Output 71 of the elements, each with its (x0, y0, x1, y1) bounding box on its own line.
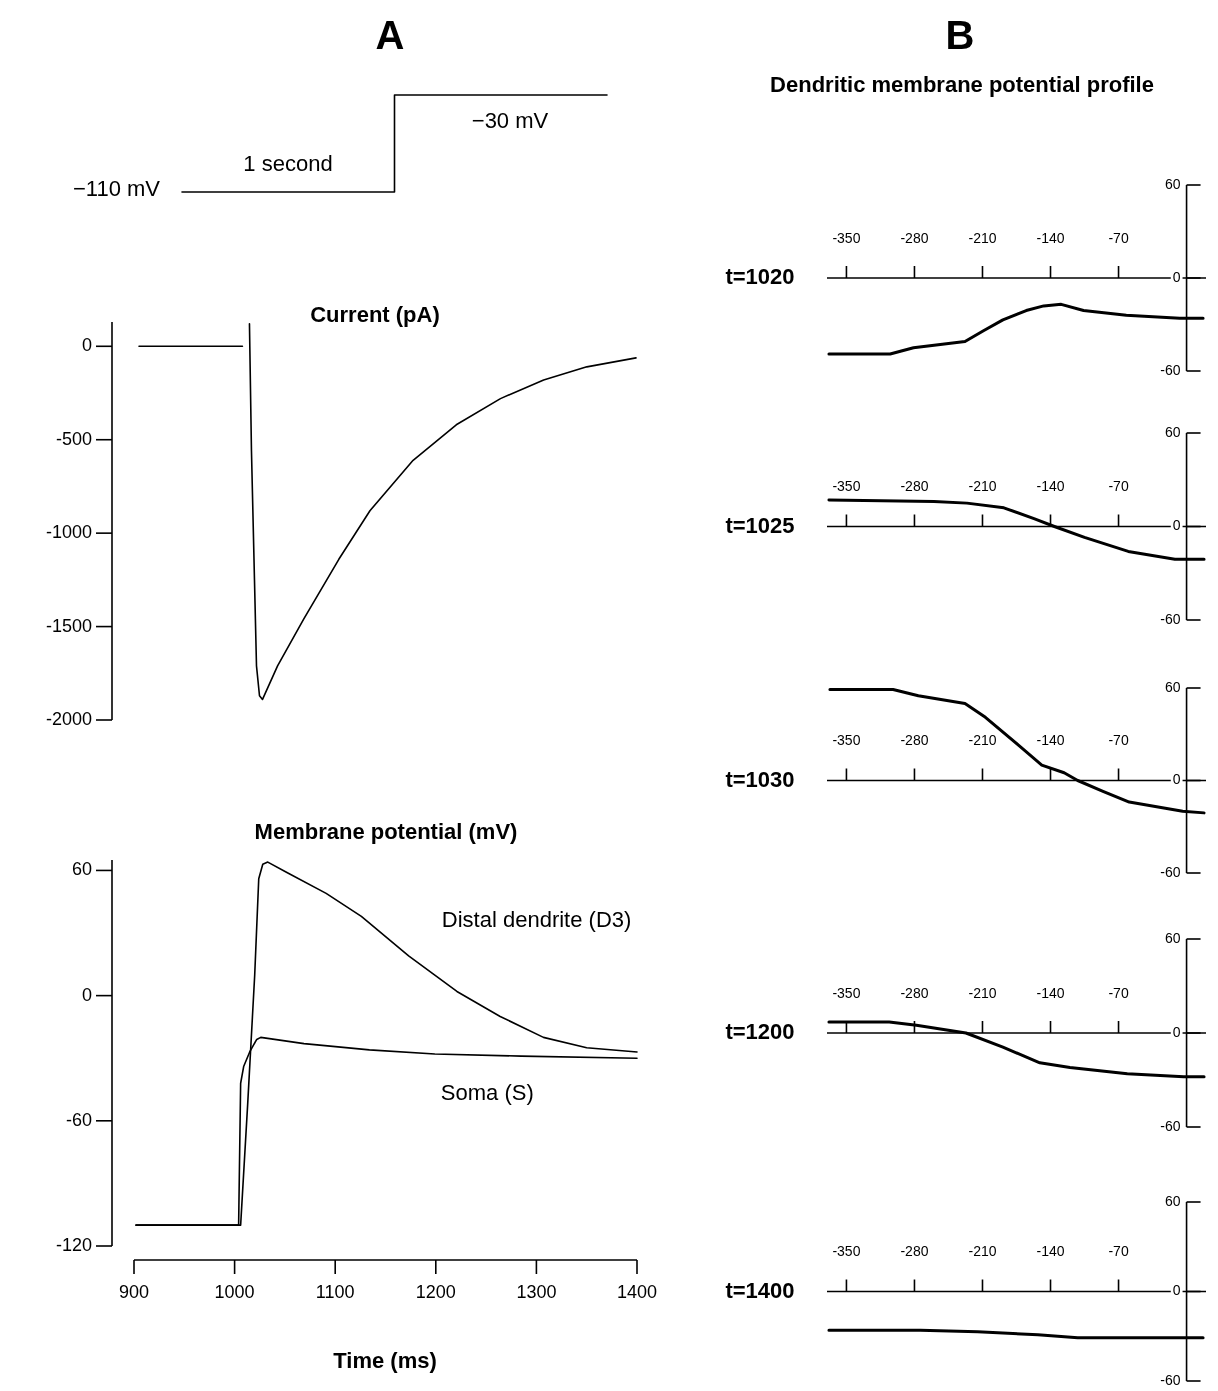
x-tick-label: 1200 (415, 1281, 456, 1302)
x-axis-title: Time (ms) (333, 1348, 437, 1374)
y-tick-label: 60 (71, 859, 92, 880)
y-tick-label: -60 (1160, 361, 1181, 378)
x-tick-label: -140 (1036, 984, 1065, 1001)
y-tick-label: -60 (65, 1109, 92, 1130)
y-axis-title: t=1020 (725, 264, 795, 290)
y-tick-label: 0 (1172, 1023, 1181, 1040)
x-tick-label: -210 (968, 478, 997, 495)
annotation: 1 second (243, 151, 333, 177)
x-tick-label: 1100 (315, 1281, 355, 1302)
y-tick-label: -1000 (45, 522, 92, 543)
x-tick-label: -140 (1036, 732, 1065, 749)
x-tick-label: -210 (968, 229, 997, 246)
x-tick-label: -140 (1036, 1243, 1065, 1260)
y-tick-label: 60 (1164, 175, 1181, 192)
x-tick-label: -140 (1036, 478, 1065, 495)
y-tick-label: 60 (1164, 1192, 1181, 1209)
y-tick-label: -60 (1160, 1371, 1181, 1388)
x-tick-label: 1400 (616, 1281, 658, 1302)
x-tick-label: -210 (968, 984, 997, 1001)
x-tick-label: 900 (118, 1281, 150, 1302)
x-tick-label: -280 (900, 1243, 929, 1260)
x-tick-label: -350 (832, 732, 861, 749)
y-tick-label: -120 (55, 1234, 92, 1255)
y-tick-label: -2000 (45, 708, 92, 729)
y-tick-label: 60 (1164, 678, 1181, 695)
y-tick-label: 0 (1172, 268, 1181, 285)
y-tick-label: 0 (1172, 1282, 1181, 1299)
x-tick-label: -70 (1108, 229, 1129, 246)
x-tick-label: -280 (900, 984, 929, 1001)
y-tick-label: 60 (1164, 929, 1181, 946)
x-tick-label: -350 (832, 1243, 861, 1260)
x-tick-label: -350 (832, 984, 861, 1001)
x-tick-label: -350 (832, 229, 861, 246)
x-tick-label: -70 (1108, 984, 1129, 1001)
annotation: −110 mV (72, 176, 161, 202)
y-axis-title: t=1400 (725, 1277, 795, 1303)
annotation: −30 mV (471, 108, 549, 134)
y-tick-label: -500 (55, 428, 92, 449)
x-tick-label: -280 (900, 229, 929, 246)
chart-title: A (375, 13, 405, 58)
y-axis-title: t=1030 (725, 766, 795, 792)
chart-title: Membrane potential (mV) (254, 819, 518, 845)
series-label: Soma (S) (440, 1080, 534, 1106)
series-label: Distal dendrite (D3) (441, 907, 632, 933)
x-tick-label: -350 (832, 478, 861, 495)
y-axis-title: t=1025 (725, 512, 795, 538)
y-tick-label: 0 (81, 335, 92, 356)
x-tick-label: -70 (1108, 1243, 1129, 1260)
x-tick-label: 1300 (516, 1281, 557, 1302)
x-tick-label: -70 (1108, 732, 1129, 749)
x-tick-label: 1000 (214, 1281, 255, 1302)
y-tick-label: -1500 (45, 615, 92, 636)
y-axis-title: t=1200 (725, 1019, 795, 1045)
chart-title: Current (pA) (310, 302, 440, 328)
chart-subtitle: Dendritic membrane potential profile (770, 72, 1154, 98)
y-tick-label: 0 (81, 984, 92, 1005)
y-tick-label: -60 (1160, 1117, 1181, 1134)
x-tick-label: -210 (968, 732, 997, 749)
y-tick-label: -60 (1160, 863, 1181, 880)
x-tick-label: -70 (1108, 478, 1129, 495)
x-tick-label: -140 (1036, 229, 1065, 246)
chart-title: B (945, 13, 975, 58)
y-tick-label: -60 (1160, 610, 1181, 627)
y-tick-label: 0 (1172, 771, 1181, 788)
x-tick-label: -210 (968, 1243, 997, 1260)
y-tick-label: 60 (1164, 423, 1181, 440)
x-tick-label: -280 (900, 478, 929, 495)
x-tick-label: -280 (900, 732, 929, 749)
y-tick-label: 0 (1172, 517, 1181, 534)
